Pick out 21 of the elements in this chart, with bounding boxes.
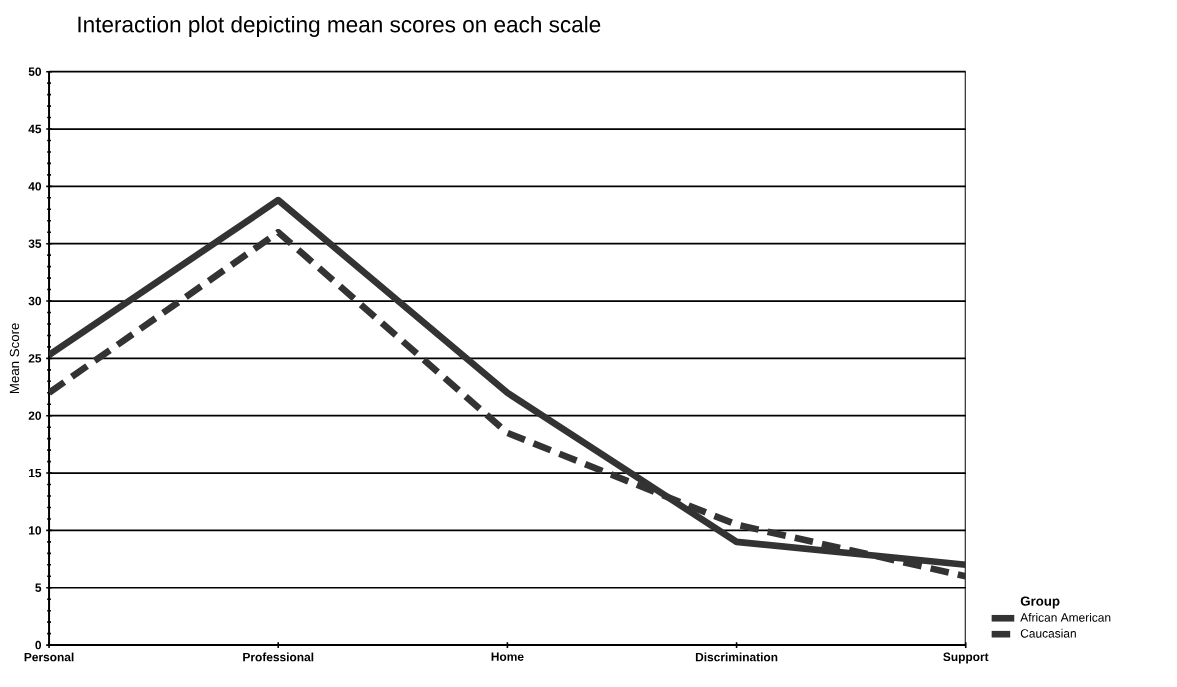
legend-title: Group (1020, 596, 1060, 609)
y-tick-label: 50 (28, 67, 42, 77)
y-axis-title: Mean Score (9, 323, 20, 394)
legend-label: Caucasian (1020, 629, 1076, 638)
y-tick-label: 30 (28, 297, 42, 306)
x-tick-label: Personal (24, 652, 74, 662)
y-tick-label: 10 (29, 526, 42, 535)
x-tick-label: Home (491, 652, 524, 662)
x-tick-label: Support (943, 652, 989, 664)
y-tick-label: 20 (28, 411, 42, 421)
legend-label: African American (1020, 613, 1111, 622)
y-tick-label: 25 (28, 354, 42, 363)
x-tick-label: Professional (243, 652, 314, 662)
y-tick-label: 5 (35, 583, 42, 593)
y-tick-label: 40 (28, 182, 42, 191)
x-tick-label: Discrimination (695, 652, 778, 662)
y-tick-label: 45 (28, 125, 42, 134)
chart-title: Interaction plot depicting mean scores on each scale (78, 16, 601, 38)
y-tick-label: 15 (29, 469, 42, 478)
y-tick-label: 0 (35, 641, 42, 650)
y-tick-label: 35 (28, 239, 42, 249)
